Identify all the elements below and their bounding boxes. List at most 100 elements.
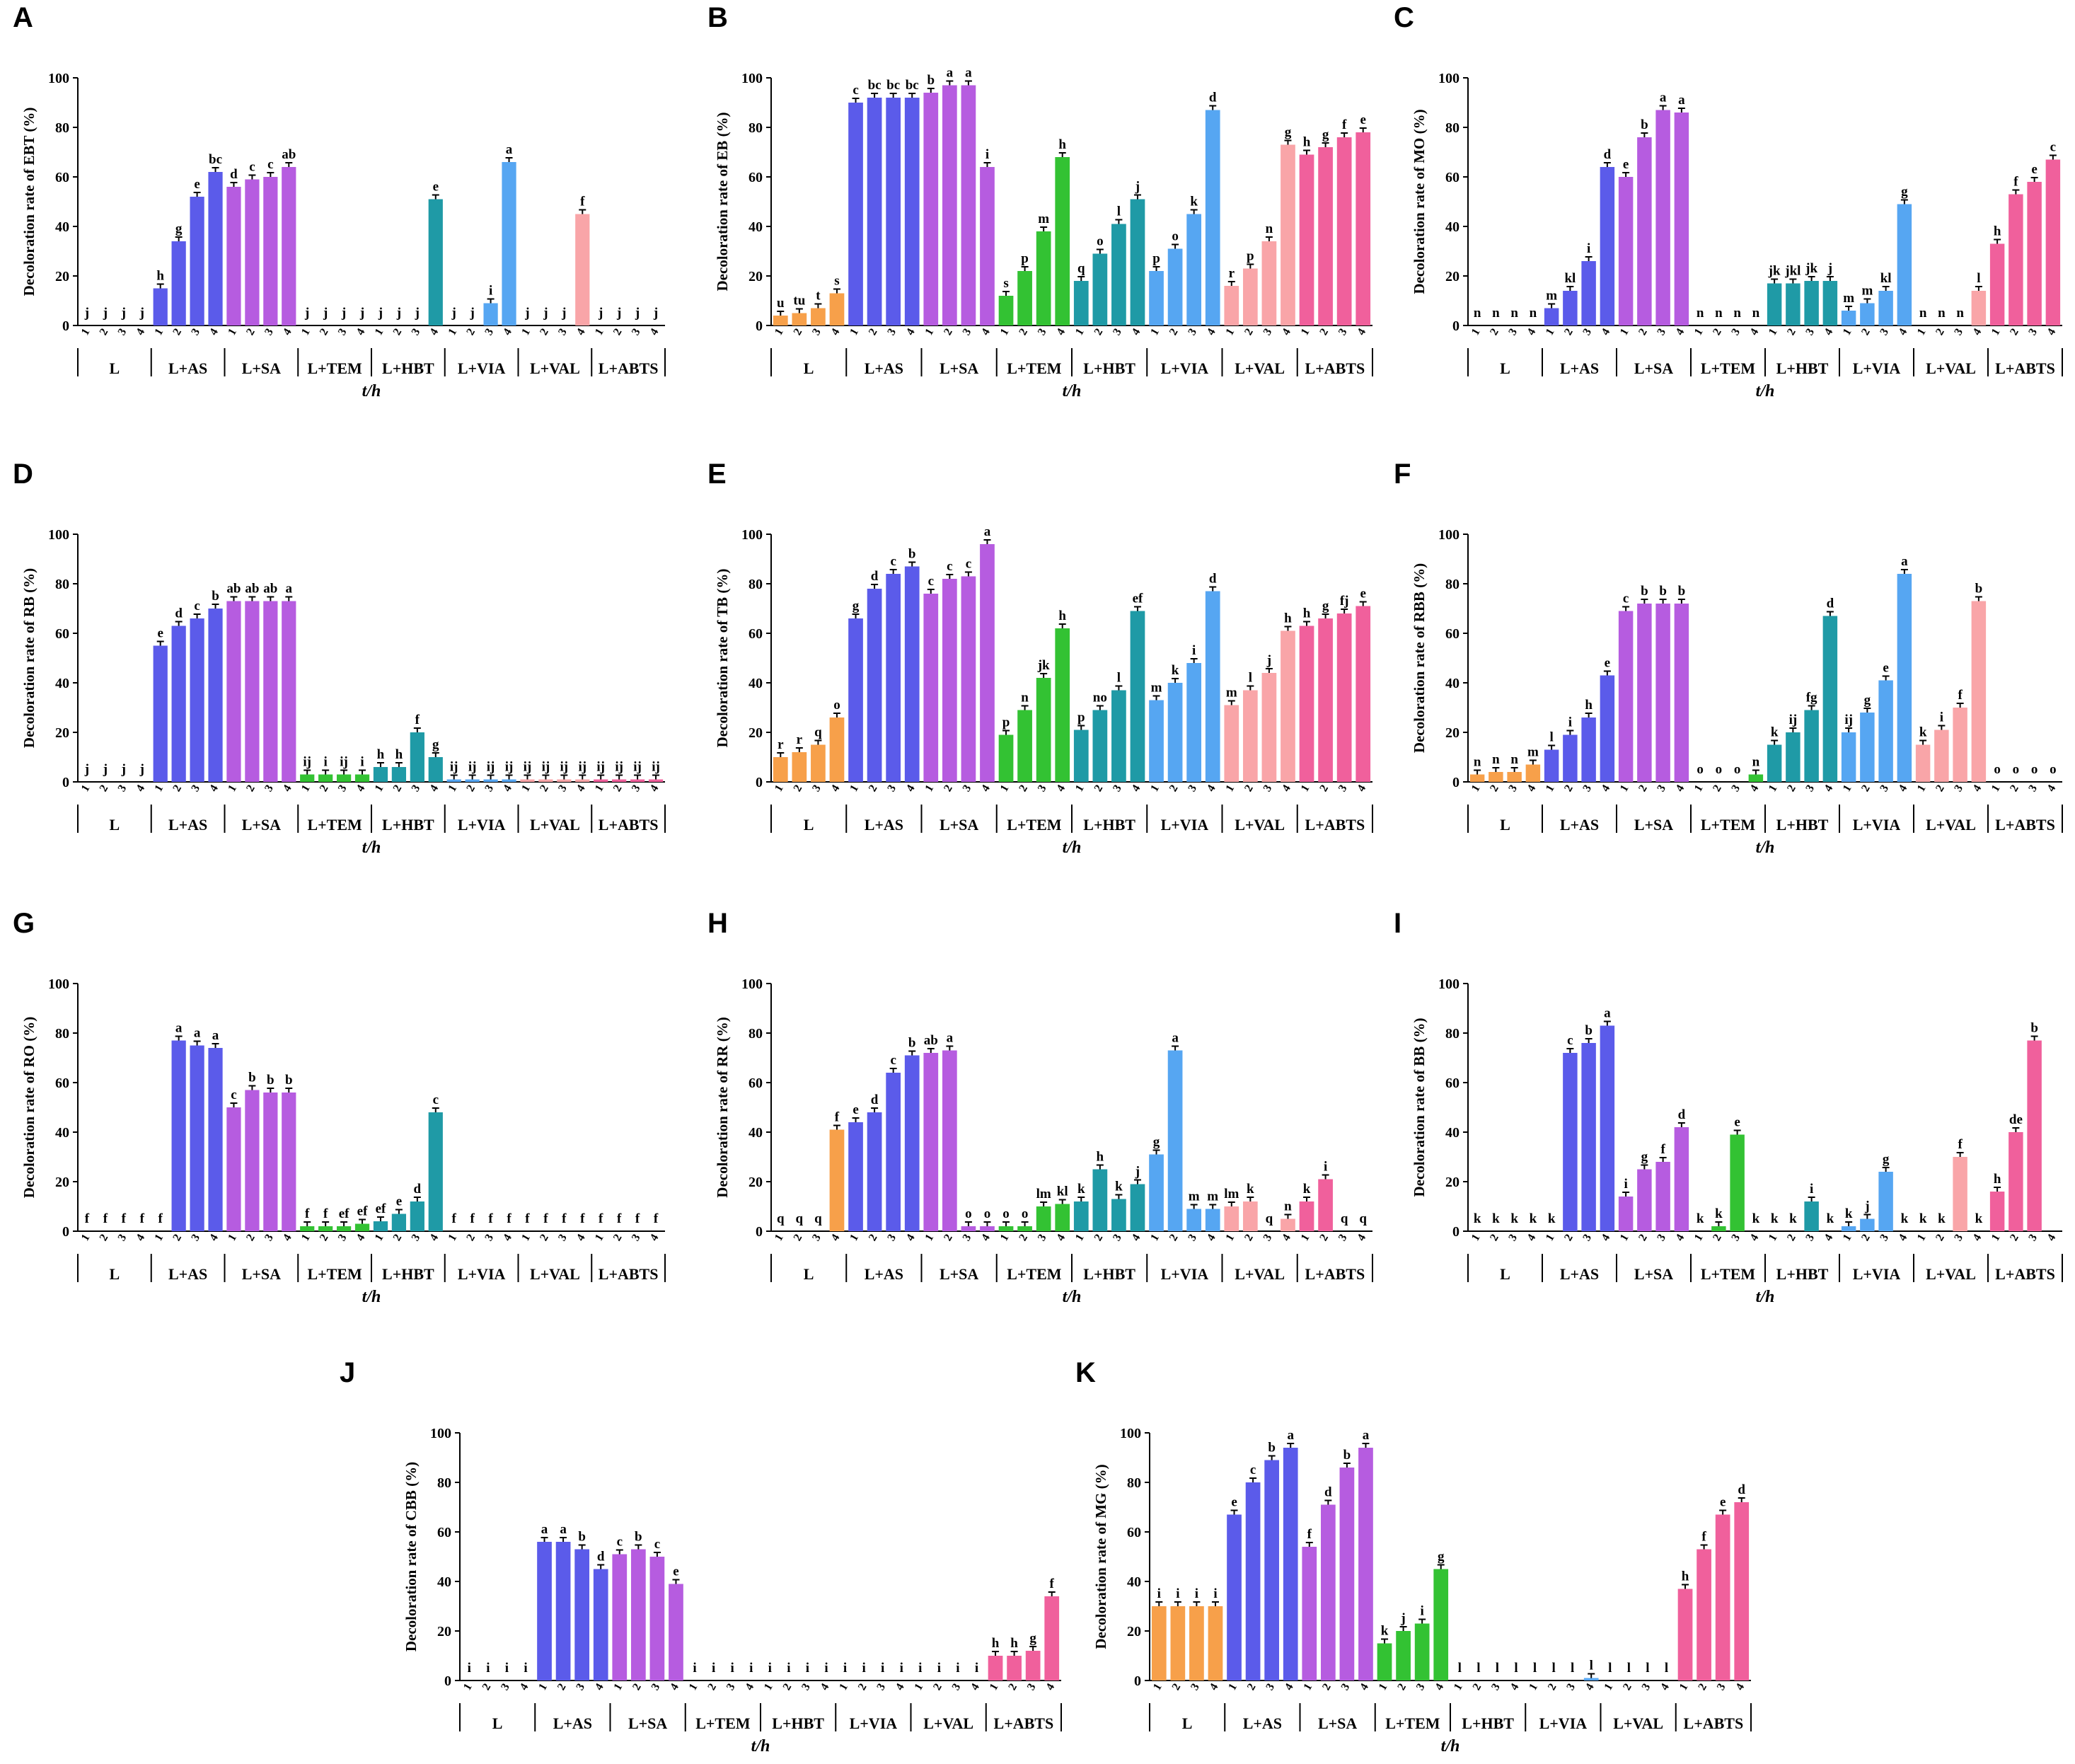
x-tick-label: 4 [1971,1233,1984,1243]
bar [1618,177,1634,325]
x-tick-label: 4 [1971,327,1984,338]
significance-label: h [1994,1172,2001,1187]
significance-label: q [1359,1211,1367,1226]
y-tick-label: 0 [62,775,69,790]
x-tick-label: 4 [904,783,918,794]
significance-label: a [194,1026,201,1041]
y-tick-label: 40 [748,676,763,691]
x-tick-label: 4 [648,327,661,338]
group-label: L+TEM [307,816,362,834]
significance-label: q [814,725,822,740]
group-label: L+ABTS [599,816,659,834]
x-tick-label: 1 [1841,783,1854,794]
panel-letter: G [13,908,35,939]
x-tick-label: 2 [318,783,331,794]
x-tick-label: 4 [1525,783,1539,794]
group-label: L [1500,359,1510,377]
group-label: L+VAL [530,359,580,377]
significance-label: j [103,306,108,321]
bar [1167,248,1183,325]
significance-label: k [1938,1211,1946,1226]
significance-label: a [1172,1031,1179,1046]
x-tick-label: 2 [480,1682,494,1693]
x-tick-label: 1 [1224,327,1237,338]
panel-letter: C [1394,2,1414,33]
x-tick-label: 2 [942,327,955,338]
significance-label: a [1287,1428,1294,1443]
x-tick-label: 3 [1952,327,1965,338]
significance-label: j [1135,180,1140,195]
significance-label: a [947,66,954,81]
significance-label: o [1097,234,1104,249]
significance-label: j [561,306,566,321]
significance-label: k [1474,1211,1481,1226]
x-tick-label: 2 [1711,783,1724,794]
significance-label: n [1697,306,1704,321]
significance-label: j [451,306,456,321]
x-tick-label: 3 [262,783,276,794]
significance-label: ij [560,760,569,775]
group-label: L [1500,816,1510,834]
group-label: L+HBT [1083,816,1135,834]
bar [1299,1201,1314,1231]
x-tick-label: 1 [1226,1682,1239,1693]
group-label: L+VAL [1235,1265,1285,1283]
x-tick-label: 3 [950,1682,964,1693]
x-tick-label: 1 [913,1682,926,1693]
significance-label: n [1956,306,1964,321]
group-label: L+VIA [1161,359,1209,377]
significance-label: h [1058,609,1066,623]
group-label: L+VAL [1613,1714,1663,1732]
significance-label: o [1002,1206,1010,1221]
x-tick-label: 3 [336,783,349,794]
significance-label: g [1029,1631,1036,1646]
significance-label: t [816,289,821,304]
bar [886,1073,901,1231]
significance-label: j [359,306,364,321]
x-tick-label: 2 [1934,1233,1947,1243]
y-tick-label: 100 [741,527,763,543]
group-label: L+TEM [1385,1714,1440,1732]
group-label: L [804,1265,814,1283]
x-tick-label: 4 [904,327,918,338]
significance-label: k [1919,1211,1927,1226]
bar [1563,734,1578,782]
bar [1186,663,1202,782]
significance-label: n [1492,752,1500,767]
x-tick-label: 2 [1167,783,1181,794]
significance-label: h [1284,611,1292,626]
x-tick-label: 1 [1151,1682,1164,1693]
x-tick-label: 3 [189,783,202,794]
x-tick-label: 2 [2008,1233,2021,1243]
x-tick-label: 3 [1261,783,1275,794]
significance-label: i [1176,1586,1179,1601]
x-tick-label: 3 [116,1233,129,1243]
significance-label: f [470,1211,475,1226]
x-tick-label: 1 [1302,1682,1315,1693]
y-tick-label: 60 [1127,1525,1141,1540]
x-tick-label: 3 [810,327,823,338]
bar [263,177,278,325]
x-tick-label: 2 [942,1233,955,1243]
panel-letter: H [707,908,728,939]
y-tick-label: 0 [1452,775,1460,790]
significance-label: kl [1564,271,1576,286]
bar [1655,1162,1670,1231]
bar [1151,1606,1167,1681]
x-axis-label: t/h [1063,382,1082,400]
significance-label: ij [487,760,495,775]
x-tick-label: 1 [998,783,1012,794]
bar [263,601,278,782]
significance-label: i [787,1661,790,1676]
x-tick-label: 4 [1600,327,1613,338]
significance-label: e [1623,157,1629,172]
x-tick-label: 4 [1674,327,1687,338]
x-tick-label: 2 [170,783,184,794]
significance-label: j [341,306,346,321]
significance-label: d [1604,147,1612,162]
bar [1036,678,1051,782]
x-tick-label: 2 [1471,1682,1484,1693]
x-tick-label: 2 [1621,1682,1634,1693]
x-axis-label: t/h [1756,838,1775,857]
x-tick-label: 3 [874,1682,888,1693]
